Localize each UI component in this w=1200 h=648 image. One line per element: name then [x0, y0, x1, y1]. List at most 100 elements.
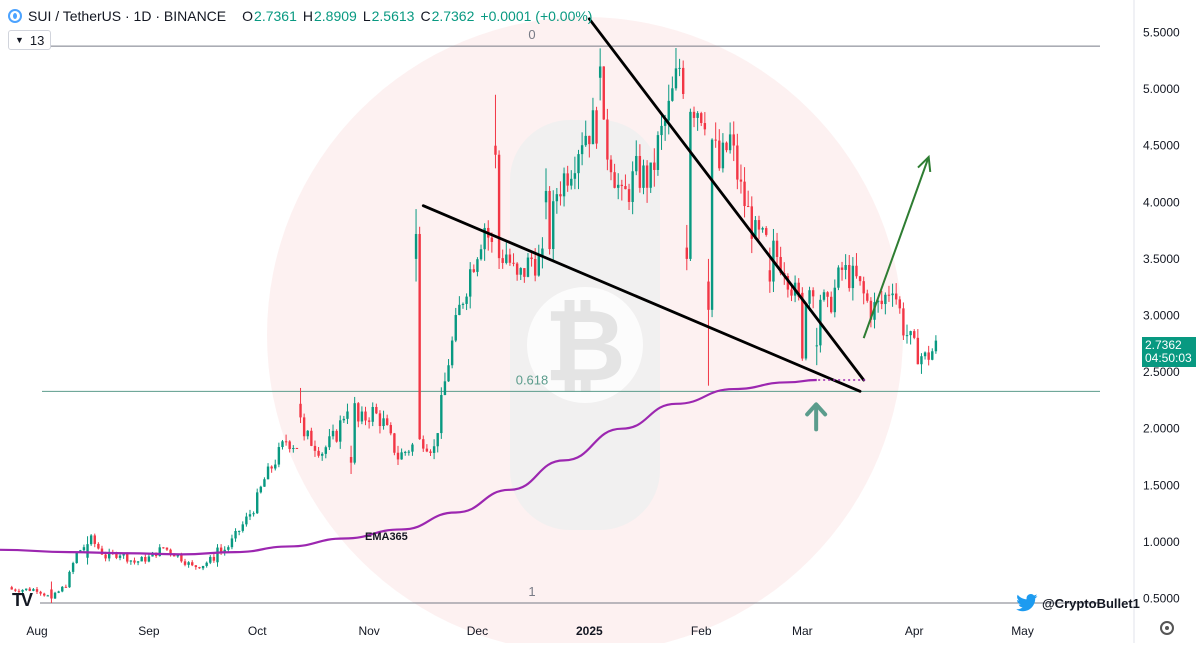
candle: [147, 553, 151, 563]
candle-body: [667, 100, 670, 121]
candle-body: [483, 227, 486, 250]
candle: [335, 429, 338, 443]
candle: [382, 410, 385, 430]
candle: [425, 444, 429, 453]
candle-body: [696, 113, 699, 118]
candle: [497, 150, 501, 269]
time-tick-label: Nov: [358, 624, 379, 638]
candle: [313, 440, 317, 457]
candle-body: [89, 535, 93, 545]
candle-body: [450, 340, 454, 366]
candle-body: [194, 565, 198, 568]
candle-body: [902, 308, 905, 336]
candle-body: [414, 233, 418, 259]
candle-body: [266, 466, 270, 480]
candle-body: [281, 441, 284, 448]
indicators-toggle-button[interactable]: ▼ 13: [8, 30, 52, 50]
close-value: 2.7362: [431, 8, 475, 24]
candle-body: [844, 264, 847, 270]
price-tick-label: 1.0000: [1143, 535, 1180, 549]
candle: [447, 359, 450, 382]
candle-body: [797, 282, 800, 297]
candle: [588, 135, 591, 158]
candle: [277, 442, 281, 468]
candle-body: [93, 535, 96, 544]
candle-body: [176, 554, 179, 557]
candle-body: [754, 220, 757, 239]
candle-body: [750, 206, 753, 239]
candle-body: [606, 119, 609, 160]
candle: [270, 465, 273, 473]
candle-body: [317, 450, 320, 456]
axes: 0.5000 1.0000 1.5000 2.0000 2.5000 3.0000 3.50…: [26, 0, 1180, 643]
candle: [548, 186, 551, 255]
candle: [458, 296, 461, 316]
time-tick-label: Mar: [792, 624, 813, 638]
candle-body: [32, 589, 35, 591]
price-tick-label: 3.5000: [1143, 252, 1180, 266]
candle: [35, 586, 39, 594]
candle: [209, 555, 212, 565]
candle-body: [43, 593, 46, 596]
candle-body: [617, 184, 620, 188]
candle: [263, 477, 266, 487]
candle: [494, 94, 497, 169]
candle-body: [923, 352, 927, 357]
candle: [931, 348, 934, 361]
candle-body: [375, 406, 378, 414]
price-tick-label: 1.5000: [1143, 478, 1180, 492]
candle-body: [685, 247, 688, 259]
candle: [476, 257, 479, 277]
ema365-label: EMA365: [365, 531, 408, 543]
candle: [515, 262, 519, 281]
candle-body: [848, 264, 851, 289]
candle: [700, 111, 703, 127]
tradingview-logo[interactable]: TV: [12, 590, 33, 610]
time-tick-label: Feb: [691, 624, 712, 638]
gear-icon[interactable]: [1160, 621, 1174, 635]
candle-body: [808, 290, 811, 304]
candle: [902, 302, 905, 341]
candle-body: [429, 451, 432, 453]
candle-body: [602, 66, 605, 120]
candle-body: [302, 417, 306, 437]
candle-body: [765, 228, 768, 235]
candle-body: [447, 365, 450, 382]
candle-body: [118, 555, 122, 558]
price-tick-label: 5.0000: [1143, 82, 1180, 96]
candle-body: [306, 430, 309, 437]
candle-body: [613, 172, 616, 188]
candle: [284, 434, 288, 446]
candle: [822, 289, 826, 302]
candle: [674, 48, 678, 91]
candle-body: [24, 588, 28, 590]
candle-body: [252, 513, 255, 515]
sui-coin-icon: [8, 9, 22, 23]
candle-body: [905, 335, 909, 337]
candle-body: [728, 134, 732, 151]
candle: [411, 442, 414, 456]
candle-body: [367, 420, 371, 422]
candle: [642, 159, 645, 195]
close-label: C: [420, 8, 431, 24]
candle-body: [212, 556, 216, 561]
ema365-line: [0, 378, 817, 556]
candle-body: [349, 457, 353, 463]
candle-body: [555, 194, 559, 202]
candle-body: [346, 411, 349, 419]
symbol-title[interactable]: SUI / TetherUS · 1D · BINANCE: [28, 8, 227, 24]
candle-body: [833, 287, 837, 313]
candle-body: [75, 551, 78, 564]
candle: [830, 291, 833, 314]
candle-body: [396, 452, 400, 460]
candle-body: [490, 237, 494, 242]
candle-body: [234, 530, 237, 539]
candle-body: [620, 184, 624, 187]
candle-body: [133, 560, 136, 563]
candle: [187, 561, 190, 568]
candle-body: [371, 406, 374, 422]
candle-body: [465, 296, 468, 304]
candle: [923, 351, 927, 360]
